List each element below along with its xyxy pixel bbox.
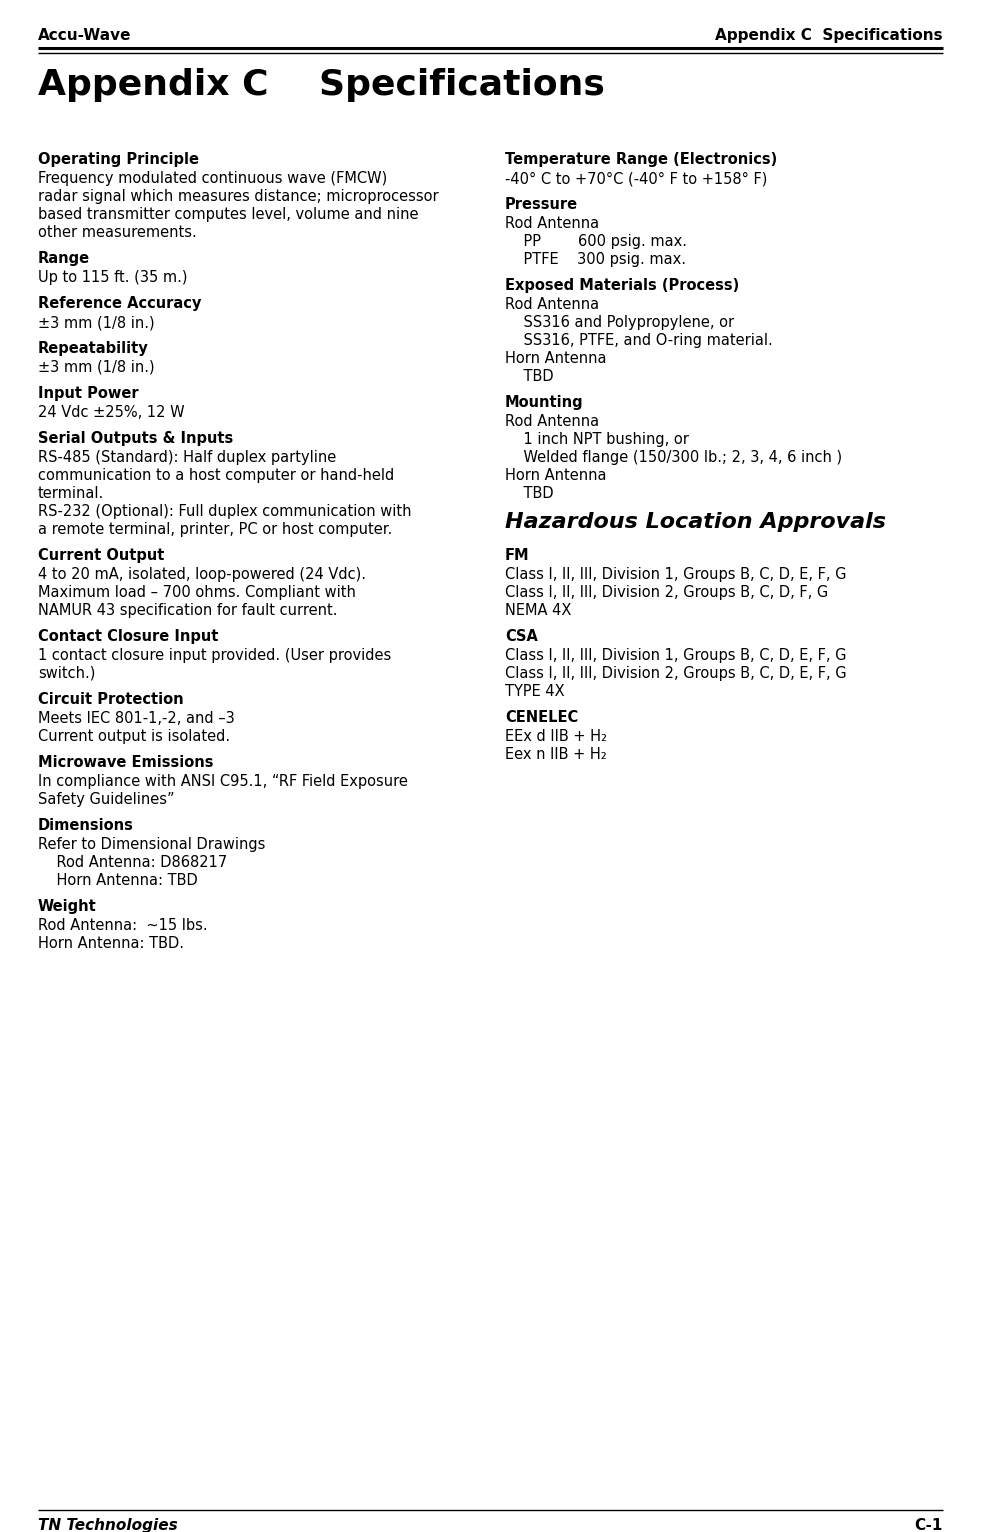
Text: 4 to 20 mA, isolated, loop-powered (24 Vdc).: 4 to 20 mA, isolated, loop-powered (24 V…: [38, 567, 366, 582]
Text: SS316, PTFE, and O-ring material.: SS316, PTFE, and O-ring material.: [505, 332, 773, 348]
Text: Appendix C    Specifications: Appendix C Specifications: [38, 67, 605, 103]
Text: Horn Antenna: TBD.: Horn Antenna: TBD.: [38, 936, 184, 951]
Text: switch.): switch.): [38, 666, 95, 682]
Text: Rod Antenna: Rod Antenna: [505, 216, 599, 231]
Text: -40° C to +70°C (-40° F to +158° F): -40° C to +70°C (-40° F to +158° F): [505, 172, 767, 185]
Text: Horn Antenna: Horn Antenna: [505, 351, 606, 366]
Text: PP        600 psig. max.: PP 600 psig. max.: [505, 234, 687, 250]
Text: radar signal which measures distance; microprocessor: radar signal which measures distance; mi…: [38, 188, 439, 204]
Text: Up to 115 ft. (35 m.): Up to 115 ft. (35 m.): [38, 270, 187, 285]
Text: based transmitter computes level, volume and nine: based transmitter computes level, volume…: [38, 207, 419, 222]
Text: TYPE 4X: TYPE 4X: [505, 683, 565, 699]
Text: Mounting: Mounting: [505, 395, 584, 411]
Text: SS316 and Polypropylene, or: SS316 and Polypropylene, or: [505, 316, 734, 329]
Text: Welded flange (150/300 lb.; 2, 3, 4, 6 inch ): Welded flange (150/300 lb.; 2, 3, 4, 6 i…: [505, 450, 842, 466]
Text: Horn Antenna: Horn Antenna: [505, 467, 606, 483]
Text: Frequency modulated continuous wave (FMCW): Frequency modulated continuous wave (FMC…: [38, 172, 387, 185]
Text: EEx d IIB + H₂: EEx d IIB + H₂: [505, 729, 607, 745]
Text: 1 inch NPT bushing, or: 1 inch NPT bushing, or: [505, 432, 689, 447]
Text: Reference Accuracy: Reference Accuracy: [38, 296, 201, 311]
Text: other measurements.: other measurements.: [38, 225, 197, 241]
Text: Current output is isolated.: Current output is isolated.: [38, 729, 231, 745]
Text: FM: FM: [505, 548, 530, 562]
Text: Horn Antenna: TBD: Horn Antenna: TBD: [38, 873, 198, 889]
Text: a remote terminal, printer, PC or host computer.: a remote terminal, printer, PC or host c…: [38, 522, 392, 538]
Text: RS-485 (Standard): Half duplex partyline: RS-485 (Standard): Half duplex partyline: [38, 450, 336, 466]
Text: communication to a host computer or hand-held: communication to a host computer or hand…: [38, 467, 394, 483]
Text: Hazardous Location Approvals: Hazardous Location Approvals: [505, 512, 886, 532]
Text: Appendix C  Specifications: Appendix C Specifications: [715, 28, 943, 43]
Text: NAMUR 43 specification for fault current.: NAMUR 43 specification for fault current…: [38, 604, 337, 617]
Text: Temperature Range (Electronics): Temperature Range (Electronics): [505, 152, 777, 167]
Text: Circuit Protection: Circuit Protection: [38, 692, 183, 706]
Text: In compliance with ANSI C95.1, “RF Field Exposure: In compliance with ANSI C95.1, “RF Field…: [38, 774, 408, 789]
Text: Pressure: Pressure: [505, 198, 578, 211]
Text: Current Output: Current Output: [38, 548, 165, 562]
Text: Refer to Dimensional Drawings: Refer to Dimensional Drawings: [38, 836, 266, 852]
Text: Contact Closure Input: Contact Closure Input: [38, 630, 219, 643]
Text: Repeatability: Repeatability: [38, 342, 149, 355]
Text: ±3 mm (1/8 in.): ±3 mm (1/8 in.): [38, 316, 155, 329]
Text: Rod Antenna:  ~15 lbs.: Rod Antenna: ~15 lbs.: [38, 918, 208, 933]
Text: CENELEC: CENELEC: [505, 709, 578, 725]
Text: Exposed Materials (Process): Exposed Materials (Process): [505, 277, 740, 293]
Text: Rod Antenna: D868217: Rod Antenna: D868217: [38, 855, 228, 870]
Text: TN Technologies: TN Technologies: [38, 1518, 178, 1532]
Text: Operating Principle: Operating Principle: [38, 152, 199, 167]
Text: Class I, II, III, Division 1, Groups B, C, D, E, F, G: Class I, II, III, Division 1, Groups B, …: [505, 648, 847, 663]
Text: Class I, II, III, Division 2, Groups B, C, D, E, F, G: Class I, II, III, Division 2, Groups B, …: [505, 666, 847, 682]
Text: C-1: C-1: [914, 1518, 943, 1532]
Text: TBD: TBD: [505, 369, 553, 385]
Text: Rod Antenna: Rod Antenna: [505, 297, 599, 313]
Text: Range: Range: [38, 251, 90, 267]
Text: Weight: Weight: [38, 899, 97, 915]
Text: Microwave Emissions: Microwave Emissions: [38, 755, 214, 771]
Text: Rod Antenna: Rod Antenna: [505, 414, 599, 429]
Text: Eex n IIB + H₂: Eex n IIB + H₂: [505, 748, 607, 761]
Text: Safety Guidelines”: Safety Guidelines”: [38, 792, 175, 807]
Text: Maximum load – 700 ohms. Compliant with: Maximum load – 700 ohms. Compliant with: [38, 585, 356, 601]
Text: TBD: TBD: [505, 486, 553, 501]
Text: 24 Vdc ±25%, 12 W: 24 Vdc ±25%, 12 W: [38, 404, 184, 420]
Text: Class I, II, III, Division 2, Groups B, C, D, F, G: Class I, II, III, Division 2, Groups B, …: [505, 585, 828, 601]
Text: CSA: CSA: [505, 630, 538, 643]
Text: Input Power: Input Power: [38, 386, 138, 401]
Text: NEMA 4X: NEMA 4X: [505, 604, 571, 617]
Text: ±3 mm (1/8 in.): ±3 mm (1/8 in.): [38, 360, 155, 375]
Text: RS-232 (Optional): Full duplex communication with: RS-232 (Optional): Full duplex communica…: [38, 504, 411, 519]
Text: Class I, II, III, Division 1, Groups B, C, D, E, F, G: Class I, II, III, Division 1, Groups B, …: [505, 567, 847, 582]
Text: Meets IEC 801-1,-2, and –3: Meets IEC 801-1,-2, and –3: [38, 711, 234, 726]
Text: terminal.: terminal.: [38, 486, 104, 501]
Text: Serial Outputs & Inputs: Serial Outputs & Inputs: [38, 430, 233, 446]
Text: Accu-Wave: Accu-Wave: [38, 28, 131, 43]
Text: Dimensions: Dimensions: [38, 818, 133, 833]
Text: PTFE    300 psig. max.: PTFE 300 psig. max.: [505, 251, 686, 267]
Text: 1 contact closure input provided. (User provides: 1 contact closure input provided. (User …: [38, 648, 391, 663]
